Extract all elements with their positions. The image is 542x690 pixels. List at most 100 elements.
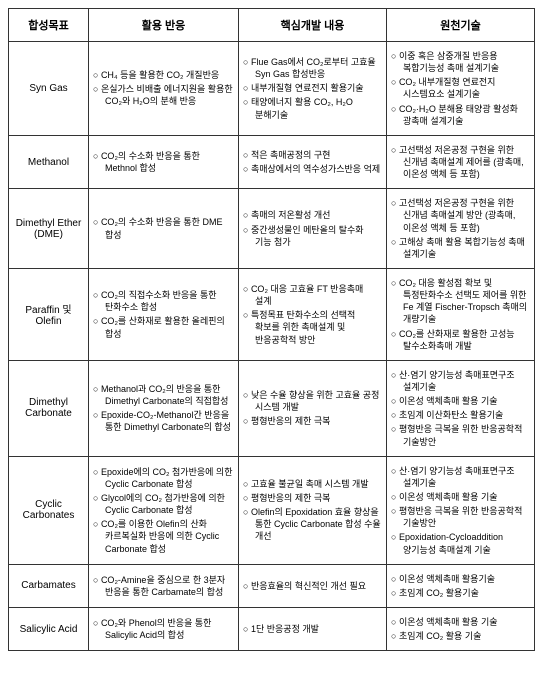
cell-reaction: CO₂의 직접수소화 반응을 통한 탄화수소 합성CO₂를 산화재로 활용한 올… bbox=[89, 268, 239, 360]
header-target: 합성목표 bbox=[9, 9, 89, 42]
cell-reaction: CO₂-Amine을 중심으로 한 3분자 반응을 통한 Carbamate의 … bbox=[89, 564, 239, 607]
row-name: Cyclic Carbonates bbox=[9, 456, 89, 564]
cell-tech: 고선택성 저온공정 구현을 위한 신개념 촉매설계 방안 (광촉매, 이온성 액… bbox=[387, 189, 535, 269]
row-name: Salicylic Acid bbox=[9, 607, 89, 650]
list-item: 촉매상에서의 역수성가스반응 억제 bbox=[243, 163, 382, 175]
list-item: 고선택성 저온공정 구현을 위한 신개념 촉매설계 제어를 (광촉매, 이온성 … bbox=[391, 144, 530, 180]
item-list: Flue Gas에서 CO₂로부터 고효율 Syn Gas 합성반응내부개질형 … bbox=[243, 56, 382, 121]
table-row: Syn GasCH₄ 등을 활용한 CO₂ 개질반응온실가스 비배출 에너지원을… bbox=[9, 42, 535, 136]
list-item: 반응효율의 혁신적인 개선 필요 bbox=[243, 580, 382, 592]
item-list: 이중 혹은 삼중개질 반응용 복합기능성 촉매 설계기술CO₂ 내부개질형 연료… bbox=[391, 50, 530, 127]
list-item: 중간생성물인 메탄올의 탈수화 기능 첨가 bbox=[243, 224, 382, 248]
item-list: 낮은 수율 향상을 위한 고효율 공정 시스템 개발평형반응의 제한 극복 bbox=[243, 389, 382, 427]
header-core: 핵심개발 내용 bbox=[239, 9, 387, 42]
cell-core: 낮은 수율 향상을 위한 고효율 공정 시스템 개발평형반응의 제한 극복 bbox=[239, 360, 387, 456]
list-item: 평형반응의 제한 극복 bbox=[243, 492, 382, 504]
cell-core: 1단 반응공정 개발 bbox=[239, 607, 387, 650]
row-name: Dimethyl Ether (DME) bbox=[9, 189, 89, 269]
list-item: Methanol과 CO₂의 반응을 통한 Dimethyl Carbonate… bbox=[93, 383, 234, 407]
cell-core: Flue Gas에서 CO₂로부터 고효율 Syn Gas 합성반응내부개질형 … bbox=[239, 42, 387, 136]
cell-core: 촉매의 저온활성 개선중간생성물인 메탄올의 탈수화 기능 첨가 bbox=[239, 189, 387, 269]
list-item: Epoxide-CO₂-Methanol간 반응을 통한 Dimethyl Ca… bbox=[93, 409, 234, 433]
list-item: 산·염기 양기능성 촉매표면구조 설계기술 bbox=[391, 465, 530, 489]
table-row: CarbamatesCO₂-Amine을 중심으로 한 3분자 반응을 통한 C… bbox=[9, 564, 535, 607]
row-name: Methanol bbox=[9, 135, 89, 188]
list-item: CO₂와 Phenol의 반응을 통한 Salicylic Acid의 합성 bbox=[93, 617, 234, 641]
item-list: 적은 촉매공정의 구현촉매상에서의 역수성가스반응 억제 bbox=[243, 149, 382, 175]
item-list: Methanol과 CO₂의 반응을 통한 Dimethyl Carbonate… bbox=[93, 383, 234, 434]
cell-core: CO₂ 대응 고효율 FT 반응촉매 설계특정목표 탄화수소의 선택적 확보를 … bbox=[239, 268, 387, 360]
item-list: CO₂ 대응 고효율 FT 반응촉매 설계특정목표 탄화수소의 선택적 확보를 … bbox=[243, 283, 382, 346]
list-item: 초임계 CO₂ 활용기술 bbox=[391, 587, 530, 599]
list-item: 낮은 수율 향상을 위한 고효율 공정 시스템 개발 bbox=[243, 389, 382, 413]
list-item: 이중 혹은 삼중개질 반응용 복합기능성 촉매 설계기술 bbox=[391, 50, 530, 74]
list-item: CO₂를 이용한 Olefin의 산화 카르복실화 반응에 의한 Cyclic … bbox=[93, 518, 234, 554]
table-row: Dimethyl Ether (DME)CO₂의 수소화 반응을 통한 DME … bbox=[9, 189, 535, 269]
row-name: Carbamates bbox=[9, 564, 89, 607]
cell-tech: 산·염기 양기능성 촉매표면구조 설계기술이온성 액체촉매 활용 기술평형반응 … bbox=[387, 456, 535, 564]
item-list: 촉매의 저온활성 개선중간생성물인 메탄올의 탈수화 기능 첨가 bbox=[243, 209, 382, 247]
list-item: 평형반응의 제한 극복 bbox=[243, 415, 382, 427]
table-row: Cyclic CarbonatesEpoxide에의 CO₂ 첨가반응에 의한 … bbox=[9, 456, 535, 564]
list-item: 이온성 액체촉매 활용 기술 bbox=[391, 491, 530, 503]
table-row: MethanolCO₂의 수소화 반응을 통한 Methnol 합성 적은 촉매공… bbox=[9, 135, 535, 188]
list-item: 고해상 촉매 활용 복합기능성 촉매 설계기술 bbox=[391, 236, 530, 260]
row-name: Paraffin 및 Olefin bbox=[9, 268, 89, 360]
list-item: 고선택성 저온공정 구현을 위한 신개념 촉매설계 방안 (광촉매, 이온성 액… bbox=[391, 197, 530, 233]
cell-tech: 이온성 액체촉매 활용 기술초임계 CO₂ 활용 기술 bbox=[387, 607, 535, 650]
list-item: CH₄ 등을 활용한 CO₂ 개질반응 bbox=[93, 69, 234, 81]
row-name: Dimethyl Carbonate bbox=[9, 360, 89, 456]
item-list: 고선택성 저온공정 구현을 위한 신개념 촉매설계 제어를 (광촉매, 이온성 … bbox=[391, 144, 530, 180]
header-row: 합성목표 활용 반응 핵심개발 내용 원천기술 bbox=[9, 9, 535, 42]
table-row: Dimethyl CarbonateMethanol과 CO₂의 반응을 통한 … bbox=[9, 360, 535, 456]
list-item: CO₂ 대응 활성점 확보 및 특정탄화수소 선택도 제어를 위한 Fe 계열 … bbox=[391, 277, 530, 326]
cell-reaction: CO₂와 Phenol의 반응을 통한 Salicylic Acid의 합성 bbox=[89, 607, 239, 650]
synthesis-table: 합성목표 활용 반응 핵심개발 내용 원천기술 Syn GasCH₄ 등을 활용… bbox=[8, 8, 535, 651]
list-item: 1단 반응공정 개발 bbox=[243, 623, 382, 635]
cell-tech: 이온성 액체촉매 활용기술초임계 CO₂ 활용기술 bbox=[387, 564, 535, 607]
list-item: 특정목표 탄화수소의 선택적 확보를 위한 촉매설계 및 반응공학적 방안 bbox=[243, 309, 382, 345]
table-row: Salicylic AcidCO₂와 Phenol의 반응을 통한 Salicy… bbox=[9, 607, 535, 650]
list-item: 이온성 액체촉매 활용 기술 bbox=[391, 616, 530, 628]
cell-reaction: Epoxide에의 CO₂ 첨가반응에 의한 Cyclic Carbonate … bbox=[89, 456, 239, 564]
item-list: 1단 반응공정 개발 bbox=[243, 623, 382, 635]
item-list: CO₂ 대응 활성점 확보 및 특정탄화수소 선택도 제어를 위한 Fe 계열 … bbox=[391, 277, 530, 352]
item-list: CO₂-Amine을 중심으로 한 3분자 반응을 통한 Carbamate의 … bbox=[93, 574, 234, 598]
list-item: CO₂를 산화재로 활용한 고성능 탈수소화촉매 개발 bbox=[391, 328, 530, 352]
cell-tech: 고선택성 저온공정 구현을 위한 신개념 촉매설계 제어를 (광촉매, 이온성 … bbox=[387, 135, 535, 188]
cell-core: 고효율 불균일 촉매 시스템 개발평형반응의 제한 극복 Olefin의 Epox… bbox=[239, 456, 387, 564]
list-item: CO₂의 직접수소화 반응을 통한 탄화수소 합성 bbox=[93, 289, 234, 313]
item-list: 고선택성 저온공정 구현을 위한 신개념 촉매설계 방안 (광촉매, 이온성 액… bbox=[391, 197, 530, 260]
list-item: Epoxidation-Cycloaddition 양기능성 촉매설계 기술 bbox=[391, 531, 530, 555]
list-item: 적은 촉매공정의 구현 bbox=[243, 149, 382, 161]
cell-core: 적은 촉매공정의 구현촉매상에서의 역수성가스반응 억제 bbox=[239, 135, 387, 188]
list-item: CO₂의 수소화 반응을 통한 DME 합성 bbox=[93, 216, 234, 240]
list-item: 초임계 이산화탄소 활용기술 bbox=[391, 409, 530, 421]
item-list: CO₂의 수소화 반응을 통한 Methnol 합성 bbox=[93, 150, 234, 174]
list-item: 이온성 액체촉매 활용기술 bbox=[391, 573, 530, 585]
list-item: 촉매의 저온활성 개선 bbox=[243, 209, 382, 221]
list-item: 평형반응 극복을 위한 반응공학적 기술방안 bbox=[391, 505, 530, 529]
list-item: Epoxide에의 CO₂ 첨가반응에 의한 Cyclic Carbonate … bbox=[93, 466, 234, 490]
list-item: CO₂-Amine을 중심으로 한 3분자 반응을 통한 Carbamate의 … bbox=[93, 574, 234, 598]
list-item: 고효율 불균일 촉매 시스템 개발 bbox=[243, 478, 382, 490]
item-list: 산·염기 양기능성 촉매표면구조 설계기술이온성 액체촉매 활용 기술평형반응 … bbox=[391, 465, 530, 556]
item-list: CO₂의 직접수소화 반응을 통한 탄화수소 합성CO₂를 산화재로 활용한 올… bbox=[93, 289, 234, 340]
item-list: CH₄ 등을 활용한 CO₂ 개질반응온실가스 비배출 에너지원을 활용한 CO… bbox=[93, 69, 234, 107]
cell-tech: 이중 혹은 삼중개질 반응용 복합기능성 촉매 설계기술CO₂ 내부개질형 연료… bbox=[387, 42, 535, 136]
cell-tech: 산·염기 양기능성 촉매표면구조 설계기술이온성 액체촉매 활용 기술초임계 이… bbox=[387, 360, 535, 456]
list-item: Glycol에의 CO₂ 첨가반응에 의한 Cyclic Carbonate 합… bbox=[93, 492, 234, 516]
list-item: CO₂를 산화재로 활용한 올레핀의 합성 bbox=[93, 315, 234, 339]
list-item: CO₂ 대응 고효율 FT 반응촉매 설계 bbox=[243, 283, 382, 307]
list-item: Olefin의 Epoxidation 효율 향상을 통한 Cyclic Car… bbox=[243, 506, 382, 542]
list-item: 산·염기 양기능성 촉매표면구조 설계기술 bbox=[391, 369, 530, 393]
cell-reaction: CO₂의 수소화 반응을 통한 DME 합성 bbox=[89, 189, 239, 269]
table-row: Paraffin 및 OlefinCO₂의 직접수소화 반응을 통한 탄화수소 … bbox=[9, 268, 535, 360]
list-item: 태양에너지 활용 CO₂, H₂O 분해기술 bbox=[243, 96, 382, 120]
item-list: 이온성 액체촉매 활용기술초임계 CO₂ 활용기술 bbox=[391, 573, 530, 599]
cell-reaction: CH₄ 등을 활용한 CO₂ 개질반응온실가스 비배출 에너지원을 활용한 CO… bbox=[89, 42, 239, 136]
row-name: Syn Gas bbox=[9, 42, 89, 136]
item-list: Epoxide에의 CO₂ 첨가반응에 의한 Cyclic Carbonate … bbox=[93, 466, 234, 555]
list-item: 초임계 CO₂ 활용 기술 bbox=[391, 630, 530, 642]
list-item: 평형반응 극복을 위한 반응공학적 기술방안 bbox=[391, 423, 530, 447]
